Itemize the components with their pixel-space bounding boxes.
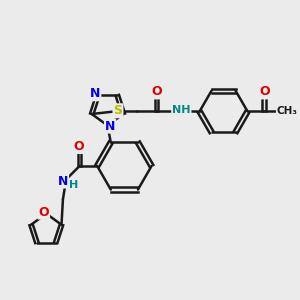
Text: NH: NH	[172, 105, 190, 115]
Text: O: O	[151, 85, 162, 98]
Text: O: O	[260, 85, 270, 98]
Text: N: N	[90, 87, 101, 100]
Text: N: N	[58, 175, 68, 188]
Text: O: O	[74, 140, 84, 153]
Text: H: H	[68, 180, 78, 190]
Text: O: O	[38, 206, 49, 219]
Text: CH₃: CH₃	[277, 106, 298, 116]
Text: S: S	[113, 104, 122, 117]
Text: N: N	[105, 120, 115, 133]
